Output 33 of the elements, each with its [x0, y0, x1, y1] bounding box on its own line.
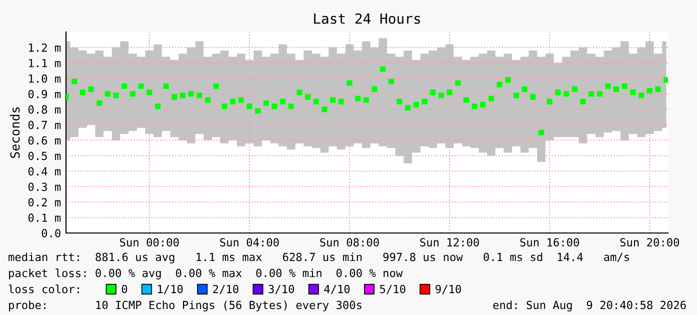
- y-tick-label: 0.3 m: [28, 182, 61, 192]
- x-tick-label: Sun 04:00: [220, 238, 279, 247]
- text: probe: 10 ICMP Echo Pings (56 Bytes) every 300s: [9, 300, 362, 312]
- y-tick-label: 0.8 m: [28, 105, 61, 114]
- text: loss color:: [8, 284, 79, 294]
- y-axis-title: Seconds: [10, 107, 20, 158]
- y-tick-label: 0.0: [42, 229, 60, 238]
- text: end: Sun Aug 9 20:40:58 2026: [493, 300, 686, 312]
- y-tick-label: 0.5 m: [28, 152, 61, 160]
- text: median rtt: 881.6 us avg 1.1 ms max 628.7 us min 997.8 us now 0.1 ms sd 14.4 am/s: [8, 252, 630, 264]
- y-tick-label: 0.4 m: [28, 167, 61, 176]
- legend-label: 4/10: [324, 284, 350, 294]
- y-tick-label: 1.1 m: [29, 59, 61, 68]
- legend-label: 0: [122, 284, 128, 294]
- y-tick-label: 0.2 m: [28, 198, 61, 206]
- legend-label: 3/10: [268, 284, 294, 294]
- y-tick-label: 1.2 m: [29, 43, 61, 52]
- y-tick-label: 0.9 m: [28, 90, 61, 98]
- text: packet loss: 0.00 % avg 0.00 % max 0.00 % min 0.00 % now: [9, 268, 403, 280]
- x-tick-label: Sun 08:00: [320, 238, 379, 247]
- legend-label: 1/10: [158, 284, 183, 294]
- x-tick-label: Sun 20:00: [620, 238, 680, 247]
- legend-label: 5/10: [380, 284, 406, 294]
- y-tick-label: 0.1 m: [28, 214, 61, 222]
- x-tick-label: Sun 00:00: [120, 238, 179, 247]
- x-tick-label: Sun 12:00: [420, 238, 479, 247]
- y-tick-label: 0.6 m: [28, 136, 61, 145]
- legend-label: 9/10: [436, 284, 461, 294]
- chart-title: Last 24 Hours: [314, 13, 420, 24]
- x-tick-label: Sun 16:00: [520, 238, 579, 247]
- y-tick-label: 1.0 m: [29, 74, 61, 83]
- y-tick-label: 0.7 m: [28, 120, 61, 130]
- legend-label: 2/10: [213, 284, 238, 294]
